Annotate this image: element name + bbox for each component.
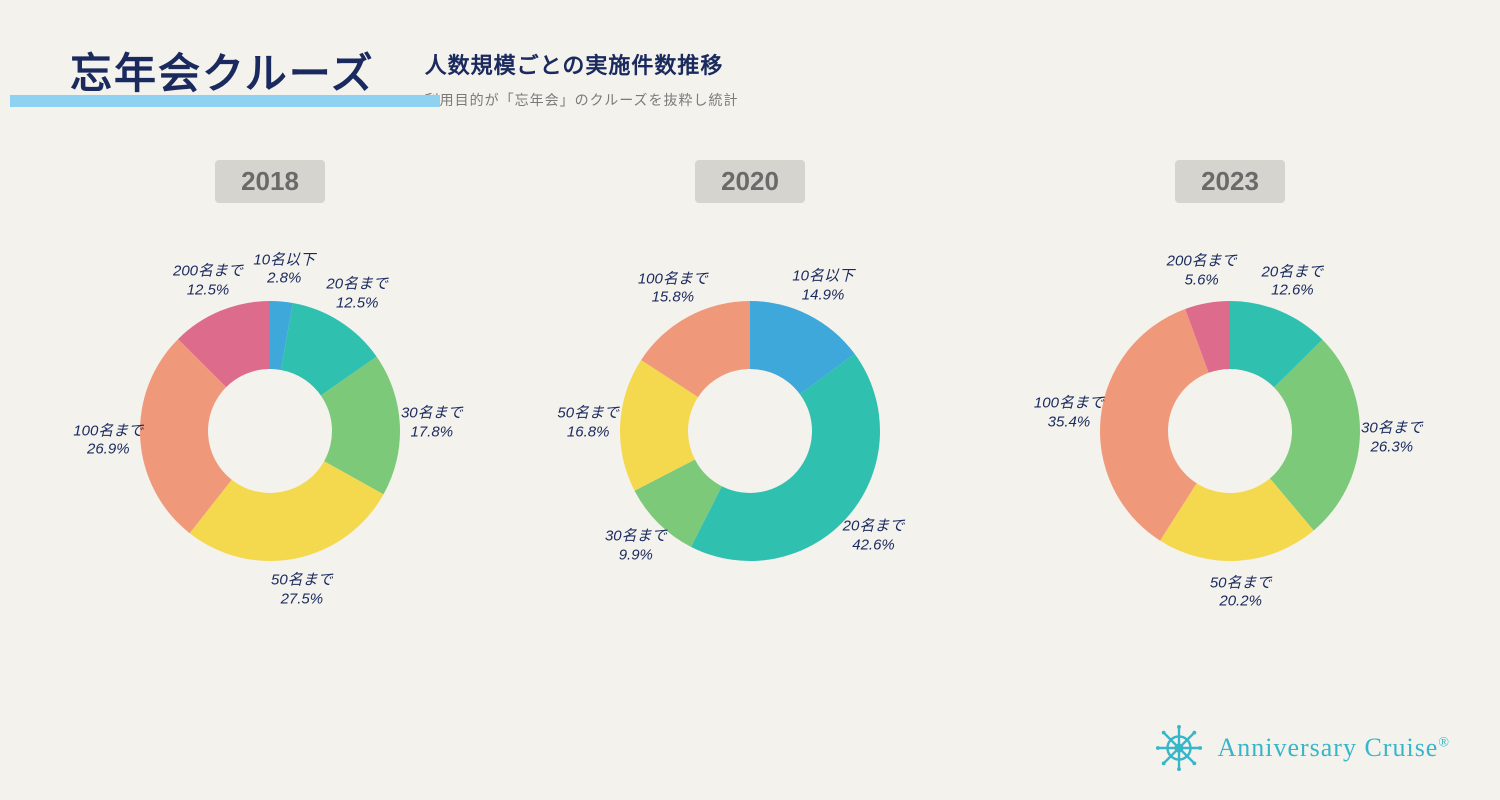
header: 忘年会クルーズ 人数規模ごとの実施件数推移 利用目的が「忘年会」のクルーズを抜粋… bbox=[0, 0, 1500, 120]
slice-label: 100名まで35.4% bbox=[1034, 395, 1104, 433]
donut-chart: 10名以下2.8% 20名まで12.5% 30名まで17.8% 50名まで27.5% 1… bbox=[60, 221, 480, 641]
main-title: 忘年会クルーズ bbox=[70, 40, 375, 101]
year-chip: 2018 bbox=[215, 160, 325, 203]
description: 利用目的が「忘年会」のクルーズを抜粋し統計 bbox=[425, 90, 739, 110]
donut-chart: 20名まで12.6% 30名まで26.3% 50名まで20.2% 100名まで35.4… bbox=[1020, 221, 1440, 641]
donut-chart: 10名以下14.9% 20名まで42.6% 30名まで9.9% 50名まで16.8% 1… bbox=[540, 221, 960, 641]
charts-row: 2018 10名以下2.8% 20名まで12.5% 30名まで17.8% 50名まで27… bbox=[0, 120, 1500, 641]
chart-column: 2018 10名以下2.8% 20名まで12.5% 30名まで17.8% 50名まで27… bbox=[40, 160, 500, 641]
slice-label: 20名まで12.6% bbox=[1262, 263, 1324, 301]
slice-label: 30名まで17.8% bbox=[401, 404, 463, 442]
title-block: 忘年会クルーズ bbox=[70, 40, 375, 101]
brand-registered-icon: ® bbox=[1438, 735, 1450, 750]
slice-label: 20名まで12.5% bbox=[326, 276, 388, 314]
slice-label: 50名まで27.5% bbox=[271, 571, 333, 609]
slice-label: 30名まで26.3% bbox=[1361, 420, 1423, 458]
slice-label: 100名まで26.9% bbox=[73, 422, 143, 460]
slice-label: 50名まで16.8% bbox=[557, 404, 619, 442]
slice-label: 10名以下14.9% bbox=[792, 268, 854, 306]
year-chip: 2020 bbox=[695, 160, 805, 203]
slice-label: 200名まで12.5% bbox=[173, 263, 243, 301]
ship-wheel-icon bbox=[1155, 724, 1203, 772]
brand-name: Anniversary Cruise bbox=[1217, 733, 1438, 762]
brand-text: Anniversary Cruise® bbox=[1217, 733, 1450, 763]
subheader-block: 人数規模ごとの実施件数推移 利用目的が「忘年会」のクルーズを抜粋し統計 bbox=[425, 40, 739, 110]
year-chip: 2023 bbox=[1175, 160, 1285, 203]
slice-label: 100名まで15.8% bbox=[638, 270, 708, 308]
chart-column: 2020 10名以下14.9% 20名まで42.6% 30名まで9.9% 50名まで16… bbox=[520, 160, 980, 641]
subtitle: 人数規模ごとの実施件数推移 bbox=[425, 48, 739, 80]
slice-label: 50名まで20.2% bbox=[1210, 574, 1272, 612]
slice-label: 10名以下2.8% bbox=[253, 251, 315, 289]
slice-label: 20名まで42.6% bbox=[843, 517, 905, 555]
chart-column: 2023 20名まで12.6% 30名まで26.3% 50名まで20.2% 100名まで… bbox=[1000, 160, 1460, 641]
slice-label: 200名まで5.6% bbox=[1167, 253, 1237, 291]
brand-logo: Anniversary Cruise® bbox=[1155, 724, 1450, 772]
slice-label: 30名まで9.9% bbox=[605, 527, 667, 565]
